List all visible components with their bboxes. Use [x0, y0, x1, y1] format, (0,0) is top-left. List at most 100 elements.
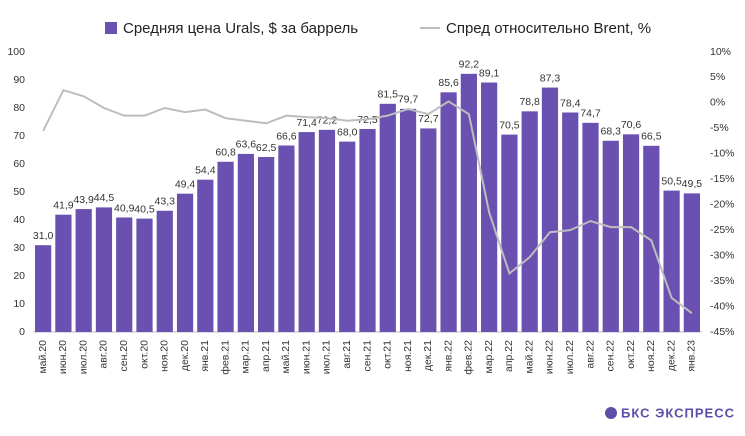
- data-label: 68,3: [601, 126, 622, 138]
- bar: [379, 103, 396, 332]
- data-label: 40,9: [114, 202, 135, 214]
- data-label: 44,5: [94, 192, 115, 204]
- brand-logo: [605, 407, 617, 419]
- data-label: 43,3: [155, 196, 176, 208]
- brand: БКС ЭКСПРЕСС: [621, 405, 735, 420]
- data-label: 50,5: [661, 175, 682, 187]
- y2-tick-label: -15%: [710, 173, 735, 185]
- bar: [318, 129, 336, 332]
- bar: [562, 112, 579, 332]
- bar: [298, 132, 315, 332]
- y-tick-label: 30: [13, 242, 25, 254]
- y-tick-label: 20: [13, 270, 25, 282]
- bar: [156, 210, 173, 332]
- y2-tick-label: 0%: [710, 97, 725, 109]
- y2-tick-label: -35%: [710, 275, 735, 287]
- data-label: 72,2: [317, 115, 338, 127]
- bar: [278, 145, 295, 332]
- x-tick-label: дек.22: [665, 340, 677, 371]
- data-label: 68,0: [337, 126, 358, 138]
- y2-tick-label: -45%: [710, 326, 735, 338]
- y-tick-label: 0: [19, 326, 25, 338]
- y2-tick-label: -25%: [710, 224, 735, 236]
- x-tick-label: июл.22: [564, 340, 576, 374]
- bar: [339, 141, 356, 332]
- legend-label: Средняя цена Urals, $ за баррель: [123, 20, 358, 37]
- x-tick-label: янв.23: [686, 340, 698, 372]
- x-tick-label: янв.21: [199, 340, 211, 372]
- bar: [643, 145, 660, 332]
- x-tick-label: июн.22: [544, 340, 556, 374]
- bar: [35, 245, 52, 332]
- data-label: 78,4: [560, 97, 581, 109]
- bar: [420, 128, 437, 332]
- data-label: 40,5: [134, 203, 155, 215]
- bar: [197, 179, 214, 332]
- x-tick-label: фев.21: [219, 340, 231, 375]
- x-tick-label: авг.20: [98, 340, 110, 369]
- y-tick-label: 90: [13, 74, 25, 86]
- y-tick-label: 70: [13, 130, 25, 142]
- data-label: 49,4: [175, 178, 196, 190]
- x-tick-label: май.22: [523, 340, 535, 374]
- x-tick-label: июн.20: [57, 340, 69, 374]
- bar: [55, 214, 72, 332]
- x-tick-label: фев.22: [463, 340, 475, 375]
- bar: [75, 209, 92, 332]
- x-tick-label: май.20: [37, 340, 49, 374]
- x-tick-label: июл.21: [321, 340, 333, 374]
- y2-tick-label: -10%: [710, 148, 735, 160]
- bar: [440, 92, 457, 332]
- bar: [460, 73, 477, 332]
- bar: [217, 161, 234, 332]
- y2-tick-label: 5%: [710, 71, 725, 83]
- data-label: 70,5: [499, 119, 520, 131]
- x-tick-label: дек.20: [179, 340, 191, 371]
- x-tick-label: дек.21: [422, 340, 434, 371]
- y2-tick-label: -40%: [710, 300, 735, 312]
- y-tick-label: 60: [13, 158, 25, 170]
- data-label: 78,8: [519, 96, 540, 108]
- x-tick-label: июн.21: [300, 340, 312, 374]
- x-tick-label: сен.21: [361, 340, 373, 372]
- data-label: 92,2: [459, 59, 480, 71]
- data-label: 43,9: [73, 194, 94, 206]
- x-tick-label: мар.22: [483, 340, 495, 374]
- data-label: 66,6: [276, 130, 297, 142]
- y2-tick-label: -30%: [710, 249, 735, 261]
- data-label: 85,6: [438, 77, 459, 89]
- bar: [176, 193, 194, 332]
- bar: [541, 87, 559, 332]
- data-label: 79,7: [398, 94, 419, 106]
- legend-swatch: [105, 22, 117, 34]
- bar: [501, 134, 518, 332]
- y-tick-label: 80: [13, 102, 25, 114]
- x-tick-label: май.21: [280, 340, 292, 374]
- bar: [582, 122, 599, 332]
- x-tick-label: апр.21: [260, 340, 272, 372]
- bar: [683, 193, 700, 332]
- data-label: 87,3: [540, 72, 561, 84]
- bar: [116, 217, 133, 332]
- data-label: 89,1: [479, 67, 500, 79]
- data-label: 70,6: [621, 119, 642, 131]
- x-tick-label: ноя.22: [645, 340, 657, 372]
- data-label: 62,5: [256, 142, 277, 154]
- y-tick-label: 40: [13, 214, 25, 226]
- bar: [237, 153, 254, 332]
- y2-tick-label: -5%: [710, 122, 729, 134]
- x-tick-label: ноя.21: [402, 340, 414, 372]
- bar: [399, 108, 417, 332]
- x-tick-label: апр.22: [503, 340, 515, 372]
- x-tick-label: мар.21: [240, 340, 252, 374]
- y-tick-label: 10: [13, 298, 25, 310]
- x-tick-label: сен.20: [118, 340, 130, 372]
- data-label: 60,8: [215, 147, 236, 159]
- x-tick-label: сен.22: [605, 340, 617, 372]
- x-tick-label: окт.20: [138, 340, 150, 369]
- bar: [521, 111, 538, 332]
- x-tick-label: июл.20: [77, 340, 89, 374]
- x-tick-label: авг.21: [341, 340, 353, 369]
- x-tick-label: авг.22: [584, 340, 596, 369]
